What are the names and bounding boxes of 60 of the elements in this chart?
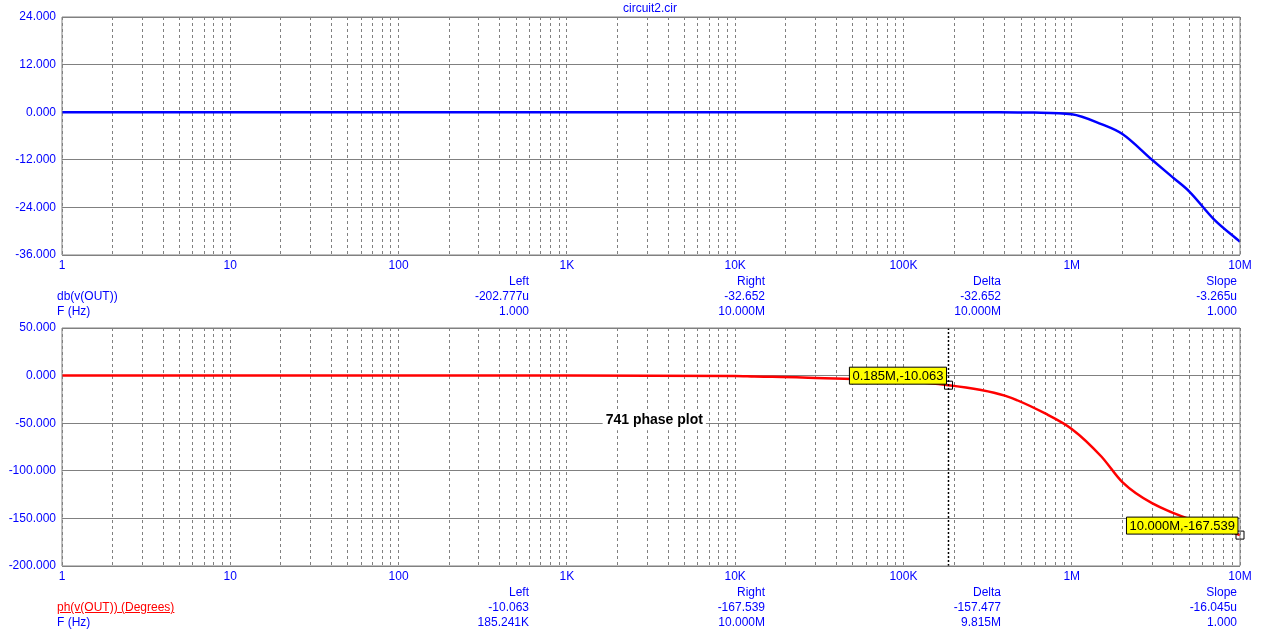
x-tick-label: 10 <box>223 568 238 583</box>
x-tick-label: 1K <box>559 568 575 583</box>
text: -32.652 <box>724 289 765 303</box>
text: Delta <box>972 585 1001 599</box>
y-tick-label: -200.000 <box>8 558 57 573</box>
annotation: 10.000M,-167.539 <box>1129 517 1236 533</box>
text: -202.777u <box>474 289 529 303</box>
y-tick-label: -12.000 <box>15 152 57 167</box>
chart-title: circuit2.cir <box>622 1 678 15</box>
text: Left <box>508 585 529 599</box>
y-tick-label: 24.000 <box>19 9 57 24</box>
text: -16.045u <box>1189 600 1237 614</box>
text: Slope <box>1206 274 1237 288</box>
text: Left <box>508 274 529 288</box>
text: Right <box>736 274 765 288</box>
x-tick-label: 1 <box>58 568 66 583</box>
x-axis-title: F (Hz) <box>57 304 91 318</box>
y-tick-label: 50.000 <box>19 320 57 335</box>
x-tick-label: 1M <box>1063 257 1081 272</box>
text: -32.652 <box>960 289 1001 303</box>
x-tick-label: 100 <box>388 257 409 272</box>
text: Delta <box>972 274 1001 288</box>
text: Slope <box>1206 585 1237 599</box>
text: 1.000 <box>498 304 529 318</box>
x-tick-label: 1 <box>58 257 66 272</box>
x-tick-label: 1K <box>559 257 575 272</box>
x-tick-label: 100K <box>889 568 918 583</box>
annotation: 0.185M,-10.063 <box>852 367 944 383</box>
y-tick-label: 0.000 <box>25 367 57 382</box>
text: 9.815M <box>960 615 1001 629</box>
text: -167.539 <box>717 600 765 614</box>
y-tick-label: -150.000 <box>8 510 57 525</box>
y-tick-label: 0.000 <box>25 104 57 119</box>
x-tick-label: 10K <box>724 568 746 583</box>
x-tick-label: 100 <box>388 568 409 583</box>
x-tick-label: 10 <box>223 257 238 272</box>
y-tick-label: -50.000 <box>15 415 57 430</box>
x-tick-label: 10M <box>1228 568 1252 583</box>
text: 10.000M <box>718 304 765 318</box>
text: Right <box>736 585 765 599</box>
y-tick-label: 12.000 <box>19 56 57 71</box>
x-tick-label: 1M <box>1063 568 1081 583</box>
text: 10.000M <box>718 615 765 629</box>
text: 1.000 <box>1206 615 1237 629</box>
y-tick-label: -24.000 <box>15 199 57 214</box>
text: ph(v(OUT)) (Degrees) <box>57 600 175 614</box>
text: 10.000M <box>954 304 1001 318</box>
text: db(v(OUT)) <box>57 289 118 303</box>
text: 1.000 <box>1206 304 1237 318</box>
x-axis-title: F (Hz) <box>57 615 91 629</box>
text: -10.063 <box>488 600 529 614</box>
y-tick-label: -100.000 <box>8 463 57 478</box>
y-tick-label: -36.000 <box>15 247 57 262</box>
text: -3.265u <box>1196 289 1237 303</box>
text: 185.241K <box>477 615 529 629</box>
x-tick-label: 100K <box>889 257 918 272</box>
x-tick-label: 10K <box>724 257 746 272</box>
text: 741 phase plot <box>605 411 704 428</box>
text: -157.477 <box>953 600 1001 614</box>
x-tick-label: 10M <box>1228 257 1252 272</box>
